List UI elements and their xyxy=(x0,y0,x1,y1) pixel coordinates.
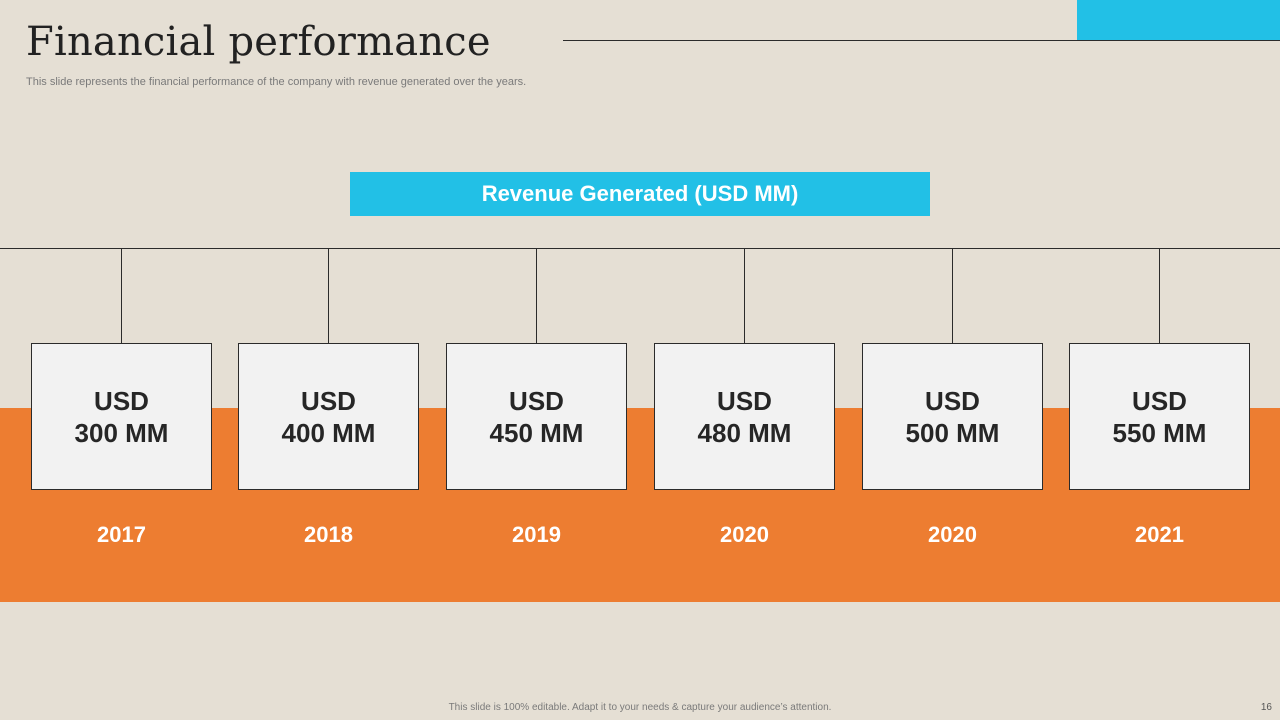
footer-note: This slide is 100% editable. Adapt it to… xyxy=(448,702,832,713)
page-number: 16 xyxy=(1260,702,1272,713)
year-band xyxy=(0,408,1280,602)
year-label: 2018 xyxy=(304,522,353,547)
revenue-card: USD 400 MM xyxy=(238,343,419,490)
card-amount: 300 MM xyxy=(74,417,169,448)
card-currency: USD xyxy=(717,385,772,416)
card-currency: USD xyxy=(1132,385,1187,416)
revenue-card: USD 480 MM xyxy=(654,343,835,490)
connector-line xyxy=(121,248,122,343)
card-currency: USD xyxy=(925,385,980,416)
year-label: 2020 xyxy=(928,522,977,547)
revenue-card: USD 450 MM xyxy=(446,343,627,490)
year-label: 2020 xyxy=(720,522,769,547)
year-label: 2019 xyxy=(512,522,561,547)
page-title: Financial performance xyxy=(26,19,491,65)
year-label: 2021 xyxy=(1135,522,1184,547)
card-currency: USD xyxy=(301,385,356,416)
revenue-header: Revenue Generated (USD MM) xyxy=(350,172,930,216)
card-amount: 400 MM xyxy=(281,417,376,448)
connector-line xyxy=(952,248,953,343)
revenue-card: USD 550 MM xyxy=(1069,343,1250,490)
connector-line xyxy=(1159,248,1160,343)
title-divider xyxy=(563,40,1280,41)
card-amount: 500 MM xyxy=(905,417,1000,448)
card-currency: USD xyxy=(509,385,564,416)
timeline-line xyxy=(0,248,1280,249)
revenue-card: USD 300 MM xyxy=(31,343,212,490)
page-subtitle: This slide represents the financial perf… xyxy=(26,76,527,88)
card-amount: 550 MM xyxy=(1112,417,1207,448)
connector-line xyxy=(536,248,537,343)
revenue-card: USD 500 MM xyxy=(862,343,1043,490)
corner-accent-bar xyxy=(1077,0,1280,40)
card-currency: USD xyxy=(94,385,149,416)
year-label: 2017 xyxy=(97,522,146,547)
card-amount: 480 MM xyxy=(697,417,792,448)
connector-line xyxy=(744,248,745,343)
connector-line xyxy=(328,248,329,343)
card-amount: 450 MM xyxy=(489,417,584,448)
